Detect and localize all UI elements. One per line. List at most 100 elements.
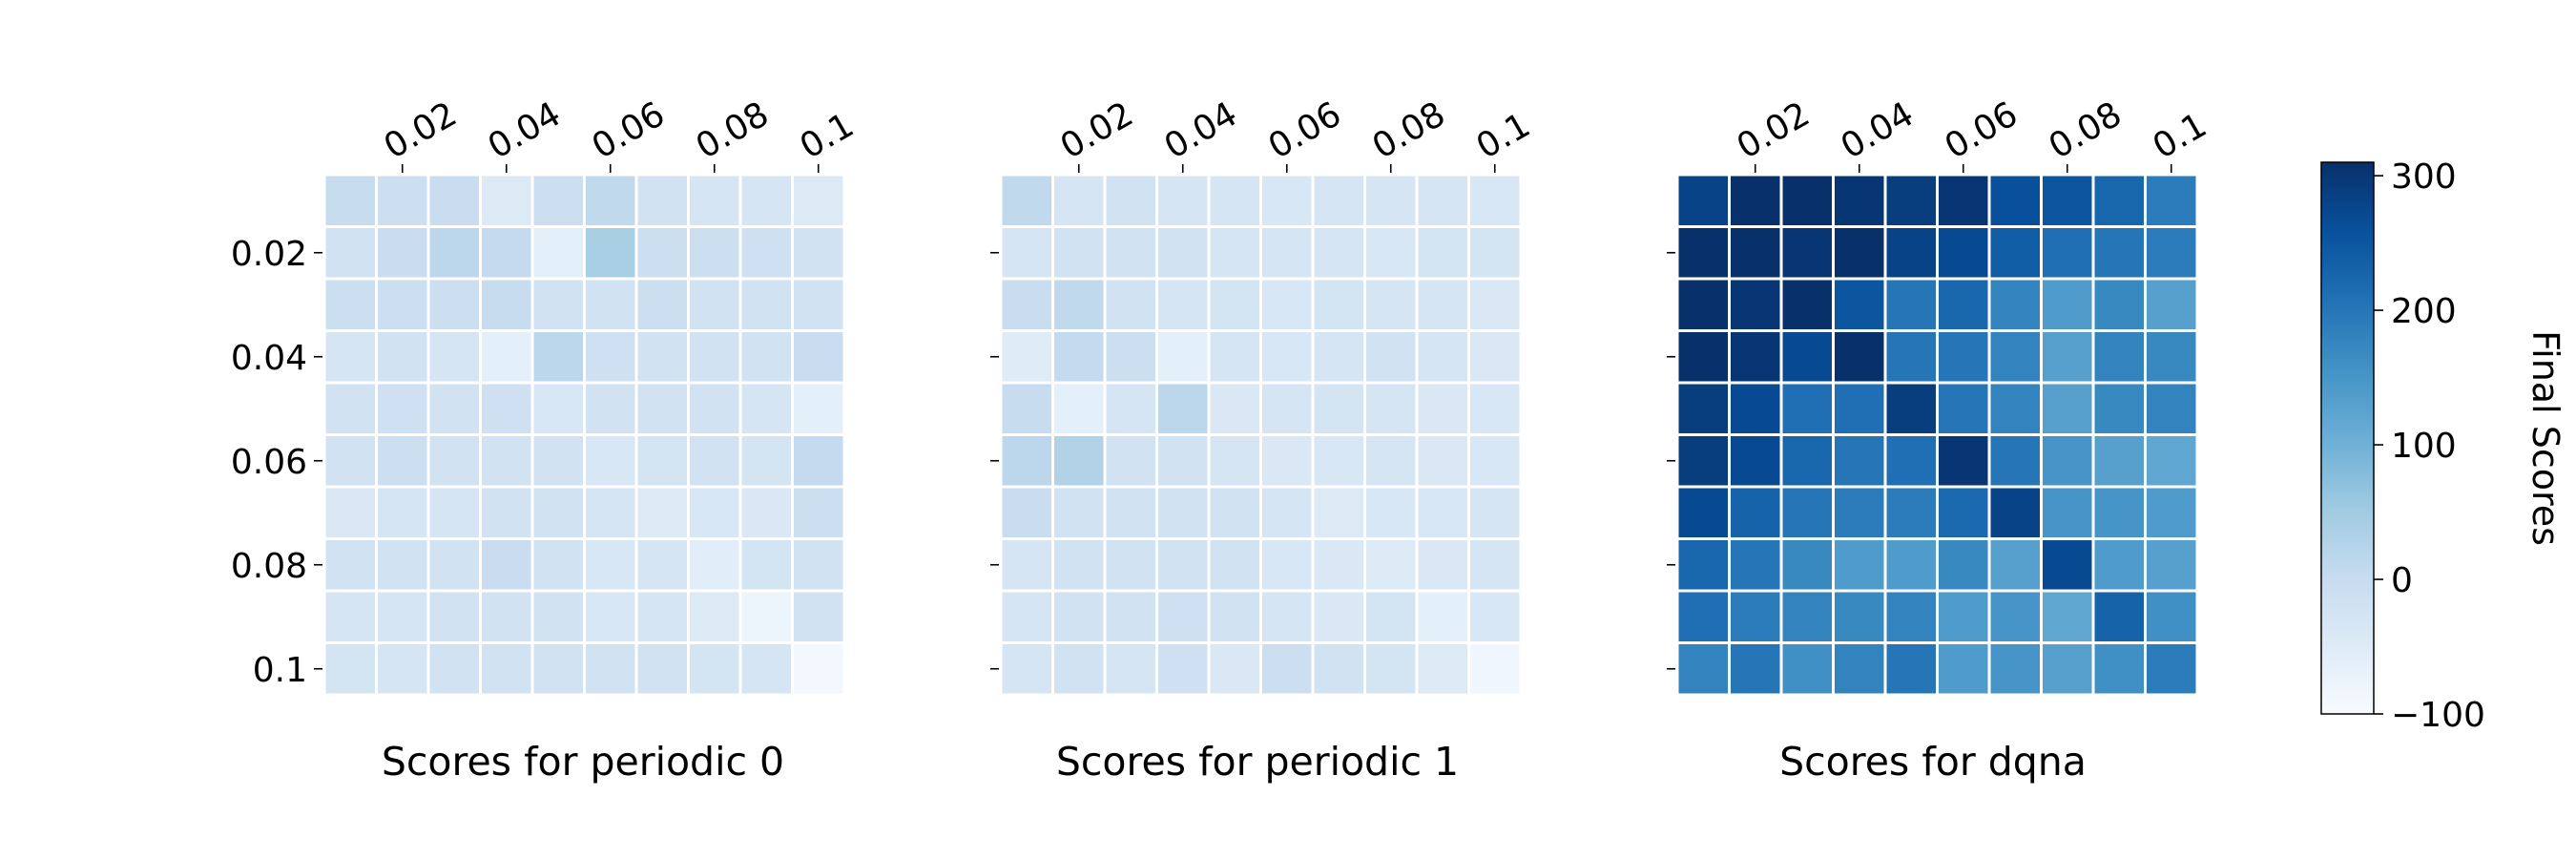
heatmap-cell	[2094, 540, 2144, 590]
heatmap-cell	[1470, 280, 1520, 329]
heatmap-cell	[1106, 332, 1155, 382]
heatmap-panel-dqna: Scores for dqna 0.02 0.04 0.06 0.08 0.1	[1667, 94, 2213, 785]
heatmap-cell	[378, 176, 427, 225]
heatmap-cell	[690, 228, 739, 278]
heatmap-cell	[1262, 488, 1312, 537]
heatmap-cell	[2043, 332, 2092, 382]
heatmap-cell	[1210, 176, 1259, 225]
heatmap-cell	[794, 436, 843, 486]
x-tick-label: 0.1	[794, 106, 861, 167]
heatmap-cell	[2147, 540, 2196, 590]
colorbar-tick-label: −100	[2391, 696, 2485, 735]
heatmap-cell	[1366, 540, 1416, 590]
heatmap-cell	[1002, 228, 1051, 278]
heatmap-cell	[1886, 176, 1936, 225]
heatmap-panel-periodic-1: Scores for periodic 1 0.02 0.04 0.06 0.08 0.…	[990, 94, 1537, 785]
heatmap-cell	[1106, 436, 1155, 486]
heatmap-cell	[1054, 384, 1104, 433]
heatmap-cell	[2147, 488, 2196, 537]
heatmap-cell	[429, 592, 479, 641]
heatmap-cell	[690, 176, 739, 225]
heatmap-cell	[429, 644, 479, 694]
heatmap-cell	[1782, 644, 1832, 694]
heatmap-cell	[378, 280, 427, 329]
heatmap-cell	[2094, 644, 2144, 694]
heatmap-cell	[2147, 228, 2196, 278]
x-tick-label: 0.04	[1835, 94, 1921, 167]
heatmap-cell	[325, 644, 375, 694]
heatmap-cell	[1314, 540, 1363, 590]
heatmap-cell	[690, 592, 739, 641]
heatmap-cell	[1262, 332, 1312, 382]
heatmap-cell	[794, 176, 843, 225]
heatmap-cell	[1886, 384, 1936, 433]
heatmap-cell	[1366, 280, 1416, 329]
heatmap-cell	[1210, 488, 1259, 537]
heatmap-cell	[1106, 592, 1155, 641]
heatmap-cell	[482, 384, 531, 433]
heatmap-cell	[1990, 384, 2040, 433]
heatmap-cell	[1106, 644, 1155, 694]
heatmap-cell	[1158, 280, 1208, 329]
heatmap-cell	[1886, 228, 1936, 278]
heatmap-cell	[1314, 280, 1363, 329]
heatmap-cell	[1262, 644, 1312, 694]
heatmap-cell	[533, 176, 583, 225]
heatmap-cell	[794, 384, 843, 433]
heatmap-cell	[1314, 488, 1363, 537]
heatmap-cell	[1835, 592, 1884, 641]
heatmap-cell	[1314, 228, 1363, 278]
heatmap-cell	[1835, 384, 1884, 433]
heatmap-cell	[1106, 540, 1155, 590]
heatmap-cell	[1210, 332, 1259, 382]
heatmap-cell	[1470, 592, 1520, 641]
heatmap-cell	[1782, 488, 1832, 537]
heatmap-cell	[1002, 540, 1051, 590]
x-tick-label: 0.02	[1731, 94, 1817, 167]
x-tick-label: 0.06	[586, 94, 672, 167]
heatmap-cell	[325, 436, 375, 486]
heatmap-cell	[429, 228, 479, 278]
heatmap-cell	[533, 228, 583, 278]
heatmap-panel-periodic-0: Scores for periodic 0 0.02 0.04 0.06 0.08 0.…	[231, 94, 861, 785]
heatmap-cell	[1835, 228, 1884, 278]
heatmap-cell	[1366, 488, 1416, 537]
heatmap-cell	[1939, 176, 1988, 225]
heatmap-cell	[1678, 644, 1728, 694]
heatmap-cell	[1731, 644, 1780, 694]
heatmap-cell	[637, 436, 687, 486]
heatmap-cell	[1886, 332, 1936, 382]
heatmap-cell	[586, 540, 635, 590]
x-tick-label: 0.02	[378, 94, 464, 167]
heatmap-cell	[1939, 540, 1988, 590]
heatmap-cell	[586, 228, 635, 278]
heatmap-cell	[1314, 384, 1363, 433]
heatmap-cell	[1939, 488, 1988, 537]
heatmap-cell	[1418, 436, 1467, 486]
heatmap-cell	[2094, 228, 2144, 278]
heatmap-cell	[1678, 488, 1728, 537]
panel-title: Scores for periodic 1	[1056, 739, 1459, 785]
heatmap-cell	[1054, 228, 1104, 278]
heatmap-cell	[482, 332, 531, 382]
heatmap-cell	[1886, 644, 1936, 694]
heatmap-cell	[1210, 384, 1259, 433]
heatmap-cell	[378, 540, 427, 590]
heatmap-cell	[1782, 592, 1832, 641]
heatmap-cell	[2043, 644, 2092, 694]
heatmap-cell	[1314, 644, 1363, 694]
heatmap-cell	[1262, 436, 1312, 486]
heatmap-cell	[794, 644, 843, 694]
heatmap-cell	[1731, 332, 1780, 382]
heatmap-cell	[1002, 280, 1051, 329]
heatmap-cell	[1106, 176, 1155, 225]
heatmap-cell	[1054, 332, 1104, 382]
heatmap-cell	[586, 176, 635, 225]
heatmap-cell	[1939, 644, 1988, 694]
heatmap-cell	[794, 332, 843, 382]
heatmap-cell	[1731, 384, 1780, 433]
heatmap-cell	[378, 488, 427, 537]
heatmap-cell	[2043, 436, 2092, 486]
heatmap-cell	[1106, 280, 1155, 329]
